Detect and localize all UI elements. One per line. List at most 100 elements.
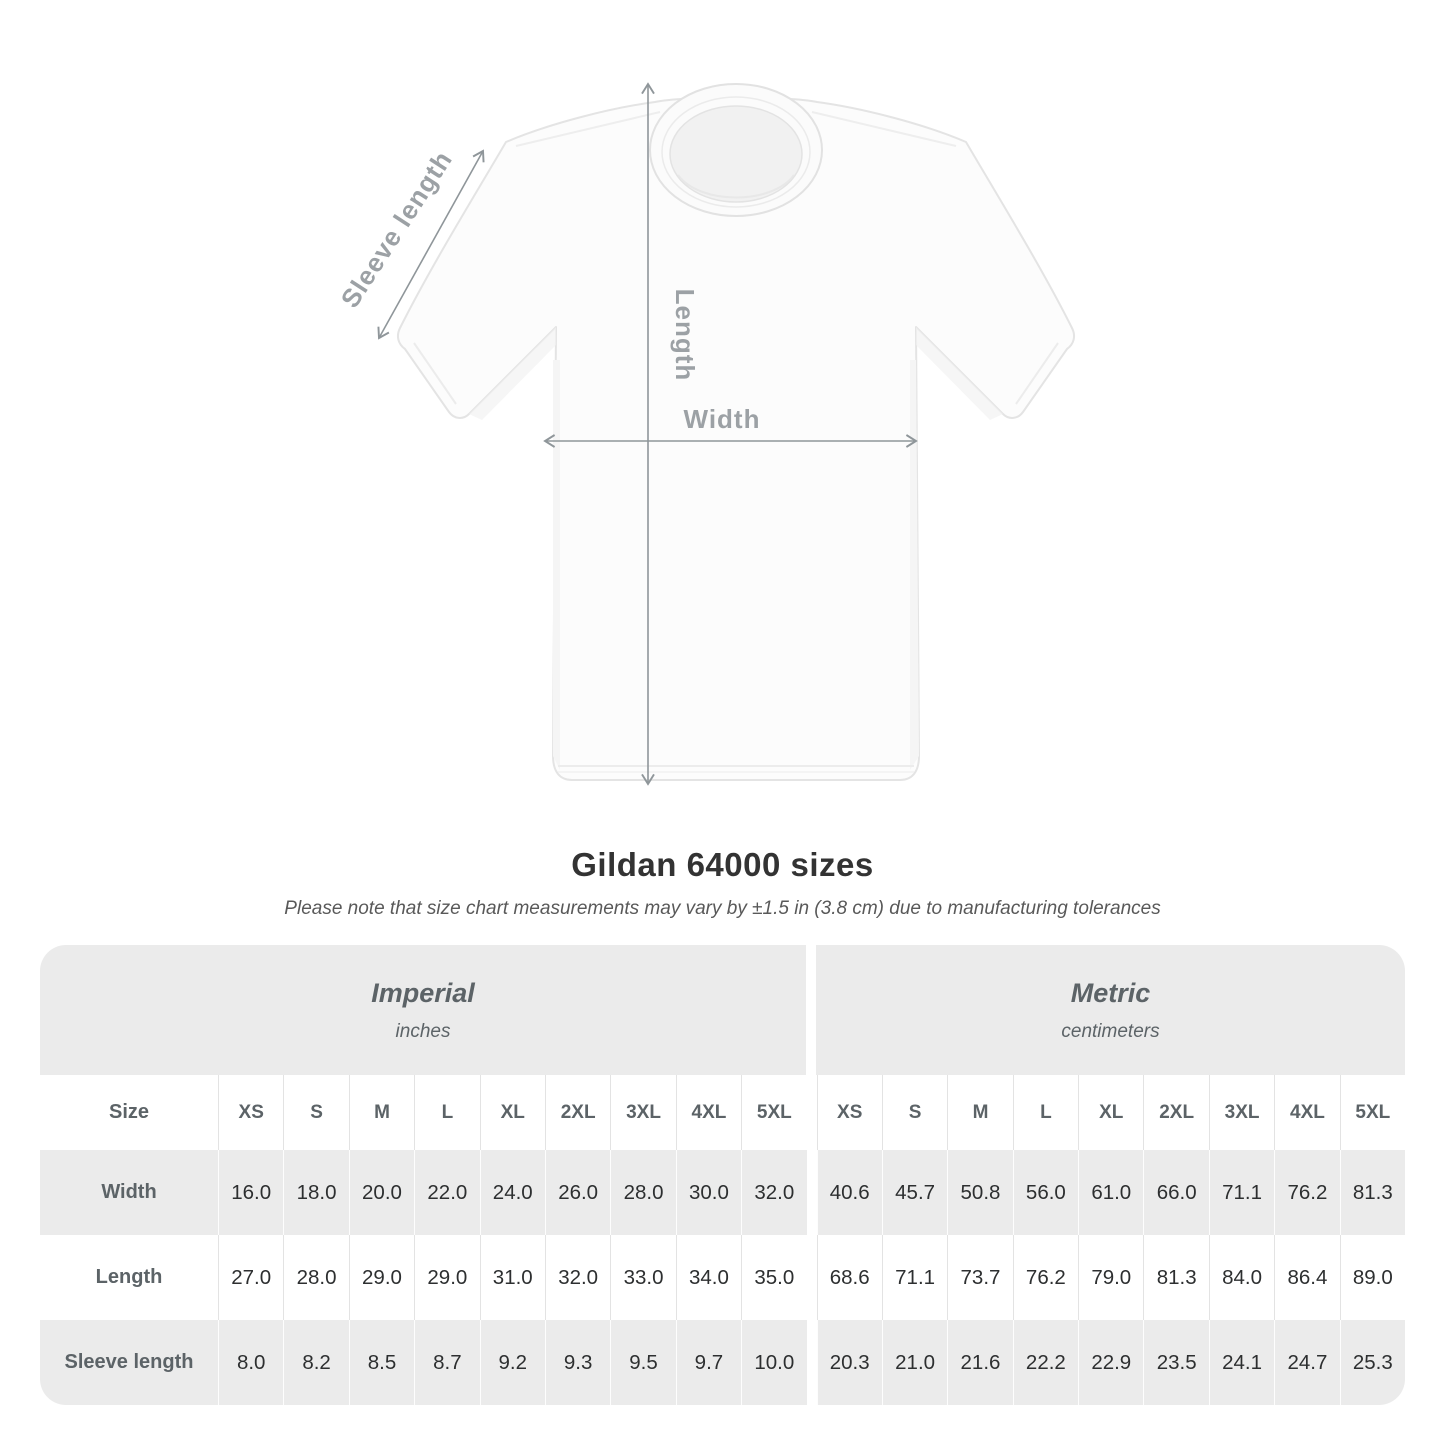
table-cell: 40.6 (816, 1150, 882, 1235)
table-cell: 29.0 (348, 1235, 415, 1320)
table-cell: 76.2 (1274, 1150, 1340, 1235)
table-cell: 16.0 (218, 1150, 284, 1235)
table-cell: 30.0 (675, 1150, 742, 1235)
size-column-header: S (283, 1075, 348, 1150)
size-column-header: 2XL (544, 1075, 610, 1150)
table-cell: 61.0 (1078, 1150, 1144, 1235)
size-column-header: 2XL (1143, 1075, 1208, 1150)
table-cell: 22.2 (1012, 1320, 1079, 1405)
sleeve-length-arrow (377, 149, 485, 340)
table-cell: 45.7 (881, 1150, 948, 1235)
table-cell: 22.0 (414, 1150, 480, 1235)
size-column-header: L (1012, 1075, 1078, 1150)
size-corner-header: Size (108, 1101, 150, 1123)
row-label-sleeve-length: Sleeve length (40, 1320, 218, 1405)
table-cell: 9.3 (544, 1320, 611, 1405)
size-header-row: Size XS S M L XL 2XL 3XL 4XL 5XL XS S M L XL 2XL 3XL 4XL… (40, 1075, 1405, 1150)
size-column-header: 4XL (675, 1075, 741, 1150)
size-column-header: 5XL (741, 1075, 806, 1150)
table-cell: 23.5 (1143, 1320, 1209, 1405)
size-column-header: S (881, 1075, 947, 1150)
row-label-length: Length (40, 1235, 218, 1320)
table-cell: 24.0 (479, 1150, 545, 1235)
measurement-arrows (377, 82, 918, 786)
metric-unit: centimeters (1061, 1020, 1160, 1042)
imperial-section-header: Imperial inches (40, 945, 806, 1075)
length-label: Length (670, 289, 700, 382)
size-column-header: XL (479, 1075, 545, 1150)
tshirt-diagram: Sleeve length Length Width (335, 82, 1076, 786)
table-cell: 86.4 (1274, 1235, 1340, 1320)
table-cell: 28.0 (610, 1150, 676, 1235)
section-divider (806, 1075, 817, 1150)
table-cell: 81.3 (1339, 1150, 1405, 1235)
section-header-row: Imperial inches Metric centimeters (40, 945, 1405, 1075)
table-cell: 29.0 (414, 1235, 480, 1320)
size-column-header: 3XL (1208, 1075, 1274, 1150)
table-cell: 20.3 (816, 1320, 882, 1405)
table-cell: 24.1 (1208, 1320, 1275, 1405)
table-cell: 31.0 (479, 1235, 545, 1320)
table-cell: 8.5 (348, 1320, 415, 1405)
size-column-header: 5XL (1339, 1075, 1405, 1150)
table-cell: 25.3 (1339, 1320, 1405, 1405)
table-cell: 79.0 (1078, 1235, 1144, 1320)
size-table: Imperial inches Metric centimeters Size … (40, 945, 1405, 1405)
size-column-header: XS (816, 1075, 882, 1150)
table-cell: 50.8 (947, 1150, 1013, 1235)
row-label-width: Width (40, 1150, 218, 1235)
table-cell: 71.1 (1208, 1150, 1275, 1235)
table-cell: 9.2 (479, 1320, 545, 1405)
table-cell: 9.7 (675, 1320, 742, 1405)
table-cell: 26.0 (544, 1150, 611, 1235)
section-divider (806, 945, 816, 1075)
size-column-header: L (414, 1075, 479, 1150)
table-cell: 71.1 (881, 1235, 948, 1320)
tolerance-note: Please note that size chart measurements… (284, 898, 1161, 919)
table-cell: 68.6 (816, 1235, 882, 1320)
metric-section-header: Metric centimeters (816, 945, 1405, 1075)
table-cell: 33.0 (610, 1235, 676, 1320)
table-cell: 56.0 (1012, 1150, 1079, 1235)
table-cell: 89.0 (1339, 1235, 1405, 1320)
table-cell: 10.0 (741, 1320, 807, 1405)
table-cell: 21.0 (881, 1320, 948, 1405)
table-cell: 8.0 (218, 1320, 284, 1405)
table-cell: 21.6 (947, 1320, 1013, 1405)
table-cell: 76.2 (1012, 1235, 1079, 1320)
length-row: Length 27.0 28.0 29.0 29.0 31.0 32.0 33.0 34.0 3… (40, 1235, 1405, 1320)
section-divider (806, 1150, 817, 1235)
width-label: Width (684, 404, 761, 434)
table-cell: 22.9 (1078, 1320, 1144, 1405)
size-column-header: M (348, 1075, 414, 1150)
table-cell: 66.0 (1143, 1150, 1209, 1235)
width-row: Width 16.0 18.0 20.0 22.0 24.0 26.0 28.0 30.0 32… (40, 1150, 1405, 1235)
page-title: Gildan 64000 sizes (571, 846, 874, 883)
table-cell: 81.3 (1143, 1235, 1209, 1320)
table-cell: 9.5 (610, 1320, 676, 1405)
table-cell: 32.0 (741, 1150, 807, 1235)
section-divider (806, 1235, 817, 1320)
table-cell: 73.7 (947, 1235, 1013, 1320)
size-column-header: XL (1078, 1075, 1143, 1150)
table-cell: 28.0 (283, 1235, 349, 1320)
table-cell: 8.7 (414, 1320, 480, 1405)
table-cell: 24.7 (1274, 1320, 1340, 1405)
section-divider (806, 1320, 817, 1405)
size-column-header: 4XL (1274, 1075, 1339, 1150)
imperial-unit: inches (395, 1020, 451, 1042)
imperial-title: Imperial (371, 977, 475, 1008)
tshirt-diagram-svg: Sleeve length Length Width (335, 82, 1076, 786)
size-column-header: XS (218, 1075, 283, 1150)
sleeve-length-row: Sleeve length 8.0 8.2 8.5 8.7 9.2 9.3 9.5 9.7 10… (40, 1320, 1405, 1405)
table-cell: 8.2 (283, 1320, 349, 1405)
table-cell: 27.0 (218, 1235, 284, 1320)
size-column-header: 3XL (610, 1075, 675, 1150)
table-cell: 84.0 (1208, 1235, 1275, 1320)
table-cell: 18.0 (283, 1150, 349, 1235)
table-cell: 20.0 (348, 1150, 415, 1235)
table-cell: 32.0 (544, 1235, 611, 1320)
table-cell: 34.0 (675, 1235, 742, 1320)
size-column-header: M (947, 1075, 1012, 1150)
